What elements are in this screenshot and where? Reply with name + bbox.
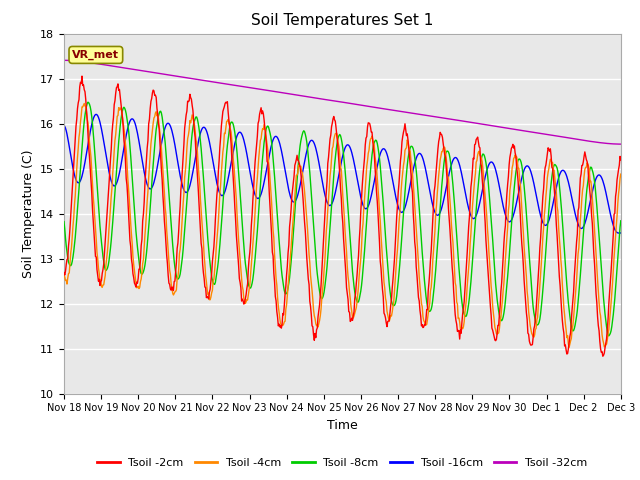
Y-axis label: Soil Temperature (C): Soil Temperature (C): [22, 149, 35, 278]
X-axis label: Time: Time: [327, 419, 358, 432]
Text: VR_met: VR_met: [72, 50, 119, 60]
Legend: Tsoil -2cm, Tsoil -4cm, Tsoil -8cm, Tsoil -16cm, Tsoil -32cm: Tsoil -2cm, Tsoil -4cm, Tsoil -8cm, Tsoi…: [93, 453, 592, 472]
Title: Soil Temperatures Set 1: Soil Temperatures Set 1: [252, 13, 433, 28]
